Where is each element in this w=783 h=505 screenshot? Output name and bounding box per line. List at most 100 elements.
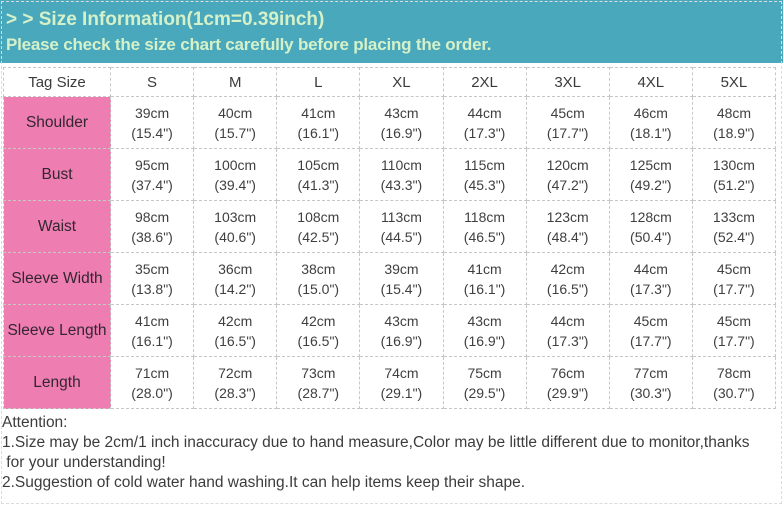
size-cell-inch: (16.9"): [463, 332, 506, 349]
size-column-header: M: [193, 67, 278, 97]
table-row: Sleeve Length 41cm (16.1") 42cm (16.5") 42cm (…: [3, 304, 777, 357]
size-cell-inch: (18.9"): [713, 124, 755, 141]
size-cell: 41cm (16.1"): [109, 304, 195, 357]
size-cell-inch: (17.3"): [546, 332, 589, 349]
size-cell-cm: 40cm: [218, 104, 253, 121]
size-cell-cm: 35cm: [134, 260, 170, 277]
size-cell: 43cm (16.9"): [359, 304, 444, 357]
attention-heading: Attention:: [2, 414, 68, 431]
size-cell: 103cm (40.6"): [193, 200, 278, 253]
size-cell: 42cm (16.5"): [525, 252, 610, 305]
size-cell-cm: 110cm: [380, 156, 422, 173]
row-label: Length: [3, 356, 111, 409]
size-cell-cm: 75cm: [467, 364, 502, 381]
size-cell-inch: (16.1"): [297, 124, 340, 141]
size-cell: 44cm (17.3"): [525, 304, 610, 357]
size-cell: 125cm (49.2"): [608, 148, 693, 201]
size-cell-cm: 42cm: [301, 312, 336, 329]
size-cell: 105cm (41.3"): [276, 148, 361, 201]
size-column-header: 5XL: [691, 67, 777, 97]
size-cell-cm: 42cm: [550, 260, 585, 277]
size-cell-inch: (39.4"): [214, 176, 256, 193]
size-cell: 45cm (17.7"): [691, 304, 777, 357]
size-cell-cm: 72cm: [218, 364, 253, 381]
size-cell-inch: (17.7"): [713, 280, 755, 297]
size-cell-inch: (29.1"): [380, 384, 423, 401]
size-cell-cm: 78cm: [716, 364, 752, 381]
row-label: Bust: [3, 148, 111, 201]
size-cell-inch: (48.4"): [546, 228, 589, 245]
size-cell-inch: (43.3"): [380, 176, 423, 193]
size-cell-inch: (45.3"): [463, 176, 506, 193]
size-cell-inch: (17.7"): [630, 332, 672, 349]
size-cell-inch: (18.1"): [630, 124, 672, 141]
tag-size-corner-cell: Tag Size: [3, 67, 111, 97]
size-cell-inch: (30.3"): [630, 384, 672, 401]
table-row: Bust 95cm (37.4") 100cm (39.4") 105cm (41.3") 1…: [3, 148, 777, 201]
size-cell: 42cm (16.5"): [193, 304, 278, 357]
table-row: Shoulder 39cm (15.4") 40cm (15.7") 41cm (16.1"…: [3, 96, 777, 149]
size-cell: 45cm (17.7"): [608, 304, 693, 357]
size-cell-inch: (50.4"): [630, 228, 672, 245]
size-cell-cm: 133cm: [712, 208, 755, 225]
size-cell: 100cm (39.4"): [193, 148, 278, 201]
size-cell-cm: 45cm: [716, 260, 752, 277]
size-cell-cm: 120cm: [546, 156, 589, 173]
table-row: Length 71cm (28.0") 72cm (28.3") 73cm (28.7") 7…: [3, 356, 777, 409]
size-cell-cm: 39cm: [384, 260, 419, 277]
attention-line: 1.Size may be 2cm/1 inch inaccuracy due …: [2, 434, 750, 451]
size-cell-cm: 108cm: [297, 208, 340, 225]
size-cell-inch: (29.9"): [546, 384, 589, 401]
size-cell: 39cm (15.4"): [109, 96, 195, 149]
size-cell-inch: (15.4"): [380, 280, 423, 297]
size-cell-cm: 123cm: [546, 208, 589, 225]
size-cell-inch: (28.7"): [297, 384, 340, 401]
size-cell-cm: 113cm: [380, 208, 422, 225]
size-cell: 95cm (37.4"): [109, 148, 195, 201]
size-cell-cm: 44cm: [633, 260, 668, 277]
size-cell-inch: (28.3"): [214, 384, 256, 401]
size-cell-cm: 41cm: [134, 312, 170, 329]
attention-block: Attention: 1.Size may be 2cm/1 inch inac…: [2, 413, 783, 493]
size-cell: 45cm (17.7"): [525, 96, 610, 149]
size-table: Tag Size S M L XL 2XL 3XL 4XL 5XL Shoulder 39cm (…: [3, 67, 777, 409]
size-cell: 78cm (30.7"): [691, 356, 777, 409]
size-cell-inch: (44.5"): [380, 228, 423, 245]
size-cell-inch: (16.9"): [380, 332, 423, 349]
size-cell-inch: (17.3"): [463, 124, 506, 141]
size-cell: 35cm (13.8"): [109, 252, 195, 305]
size-cell: 71cm (28.0"): [109, 356, 195, 409]
size-cell: 128cm (50.4"): [608, 200, 693, 253]
size-cell-inch: (16.9"): [380, 124, 423, 141]
size-cell-inch: (47.2"): [546, 176, 589, 193]
size-cell: 36cm (14.2"): [193, 252, 278, 305]
size-cell: 113cm (44.5"): [359, 200, 444, 253]
size-cell-inch: (37.4"): [131, 176, 173, 193]
size-cell: 75cm (29.5"): [442, 356, 527, 409]
attention-line: 2.Suggestion of cold water hand washing.…: [2, 474, 526, 491]
size-cell: 133cm (52.4"): [691, 200, 777, 253]
row-label: Shoulder: [3, 96, 111, 149]
size-cell: 130cm (51.2"): [691, 148, 777, 201]
size-cell: 110cm (43.3"): [359, 148, 444, 201]
attention-line: for your understanding!: [2, 454, 166, 471]
size-cell-cm: 77cm: [633, 364, 668, 381]
size-cell-cm: 130cm: [712, 156, 755, 173]
size-cell-cm: 44cm: [550, 312, 585, 329]
size-cell: 41cm (16.1"): [276, 96, 361, 149]
size-cell-inch: (15.4"): [131, 124, 173, 141]
size-column-header: 2XL: [442, 67, 527, 97]
size-cell-cm: 44cm: [467, 104, 502, 121]
size-cell: 43cm (16.9"): [442, 304, 527, 357]
size-cell-inch: (16.5"): [297, 332, 340, 349]
size-cell: 73cm (28.7"): [276, 356, 361, 409]
size-cell-inch: (15.0"): [297, 280, 340, 297]
size-cell: 72cm (28.3"): [193, 356, 278, 409]
size-cell: 76cm (29.9"): [525, 356, 610, 409]
size-cell: 45cm (17.7"): [691, 252, 777, 305]
size-cell-inch: (16.1"): [131, 332, 173, 349]
size-cell-cm: 105cm: [297, 156, 340, 173]
size-cell-inch: (17.7"): [546, 124, 589, 141]
size-cell: 39cm (15.4"): [359, 252, 444, 305]
